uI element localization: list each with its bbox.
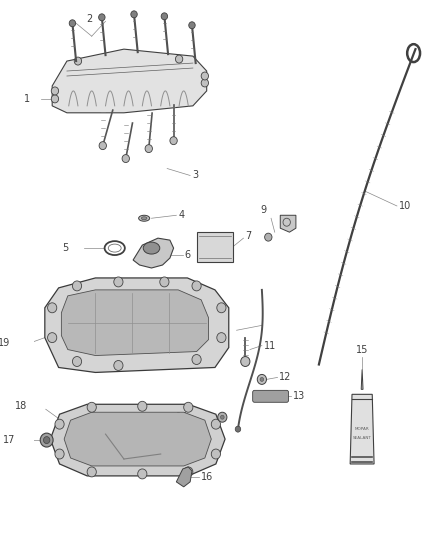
Text: 8: 8: [210, 325, 216, 335]
Circle shape: [192, 354, 201, 365]
Circle shape: [99, 14, 105, 21]
Circle shape: [48, 333, 57, 343]
Circle shape: [201, 72, 208, 80]
Circle shape: [87, 402, 96, 412]
Circle shape: [40, 433, 53, 447]
Circle shape: [265, 233, 272, 241]
Circle shape: [55, 419, 64, 429]
Ellipse shape: [143, 242, 160, 254]
Circle shape: [192, 281, 201, 291]
FancyBboxPatch shape: [253, 390, 289, 402]
Text: 6: 6: [185, 250, 191, 260]
Circle shape: [170, 136, 177, 144]
Text: 16: 16: [201, 472, 213, 482]
Polygon shape: [350, 394, 374, 464]
Text: 15: 15: [356, 344, 368, 354]
Text: 9: 9: [261, 205, 267, 215]
Text: 13: 13: [293, 391, 305, 401]
Text: 19: 19: [0, 337, 10, 348]
Circle shape: [145, 144, 152, 152]
Circle shape: [218, 412, 227, 422]
Circle shape: [235, 426, 241, 432]
Polygon shape: [361, 369, 363, 389]
Circle shape: [220, 415, 224, 419]
Text: 2: 2: [86, 14, 92, 25]
Circle shape: [69, 20, 76, 27]
Circle shape: [138, 469, 147, 479]
Ellipse shape: [141, 217, 147, 220]
Circle shape: [138, 401, 147, 411]
Text: SEALANT: SEALANT: [353, 436, 371, 440]
Circle shape: [201, 79, 208, 87]
Polygon shape: [50, 404, 225, 476]
Polygon shape: [52, 49, 207, 113]
Circle shape: [72, 281, 81, 291]
Circle shape: [51, 87, 59, 95]
Circle shape: [114, 360, 123, 370]
Circle shape: [217, 333, 226, 343]
Text: 11: 11: [264, 341, 276, 351]
Polygon shape: [64, 412, 211, 466]
Polygon shape: [133, 238, 173, 268]
Circle shape: [43, 437, 50, 443]
Circle shape: [55, 449, 64, 459]
Text: 12: 12: [279, 373, 292, 382]
FancyBboxPatch shape: [197, 232, 233, 262]
Circle shape: [184, 402, 193, 412]
Text: MOPAR: MOPAR: [355, 427, 370, 431]
Text: 17: 17: [3, 435, 15, 445]
Circle shape: [87, 467, 96, 477]
Circle shape: [241, 357, 250, 367]
Text: 18: 18: [15, 401, 27, 411]
Polygon shape: [45, 278, 229, 373]
Circle shape: [122, 155, 130, 163]
Text: 7: 7: [245, 231, 251, 241]
Text: 5: 5: [63, 243, 69, 253]
Circle shape: [211, 449, 220, 459]
Circle shape: [114, 277, 123, 287]
Circle shape: [176, 55, 183, 63]
Circle shape: [131, 11, 137, 18]
Circle shape: [51, 95, 59, 103]
Circle shape: [72, 357, 81, 367]
Circle shape: [257, 375, 266, 384]
Circle shape: [184, 467, 193, 477]
Circle shape: [217, 303, 226, 313]
Circle shape: [74, 57, 81, 65]
Circle shape: [189, 22, 195, 29]
Circle shape: [260, 377, 264, 382]
Circle shape: [48, 303, 57, 313]
Polygon shape: [280, 215, 296, 232]
Text: 14: 14: [176, 412, 188, 422]
Text: 1: 1: [24, 94, 30, 104]
Text: 4: 4: [178, 210, 184, 220]
Text: 3: 3: [192, 171, 198, 181]
Circle shape: [99, 142, 106, 150]
Polygon shape: [61, 290, 208, 356]
Circle shape: [161, 13, 168, 20]
Ellipse shape: [139, 215, 150, 221]
Polygon shape: [177, 467, 192, 487]
Circle shape: [211, 419, 220, 429]
Text: 10: 10: [399, 201, 411, 211]
Circle shape: [160, 277, 169, 287]
